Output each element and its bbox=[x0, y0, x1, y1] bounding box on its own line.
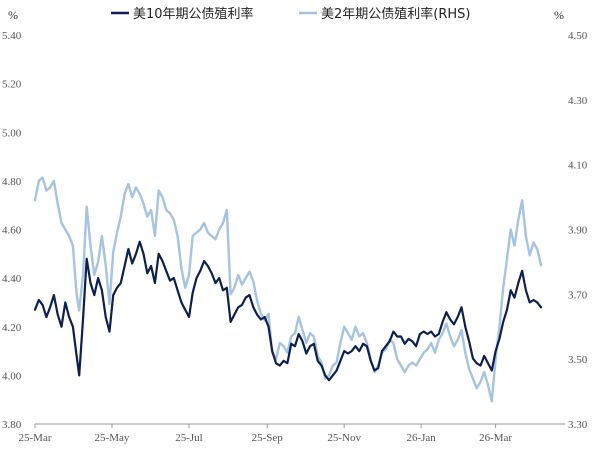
left-tick-label: 4.80 bbox=[2, 176, 22, 188]
right-tick-label: 4.50 bbox=[568, 30, 588, 42]
series-line-10y bbox=[33, 240, 543, 382]
x-tick-label: 25-Jul bbox=[175, 432, 203, 444]
right-axis-unit: % bbox=[554, 8, 564, 22]
x-tick-label: 25-Sep bbox=[252, 432, 284, 444]
x-tick-label: 26-Jan bbox=[406, 432, 436, 444]
right-tick-label: 3.90 bbox=[568, 225, 588, 237]
x-tick-label: 25-May bbox=[95, 432, 130, 444]
left-tick-label: 4.00 bbox=[2, 370, 22, 382]
right-tick-label: 3.50 bbox=[568, 354, 588, 366]
right-tick-label: 4.30 bbox=[568, 95, 588, 107]
right-tick-label: 3.70 bbox=[568, 289, 588, 301]
left-tick-label: 5.40 bbox=[2, 30, 22, 42]
x-axis-ticks: 25-Mar 25-May 25-Jul 25-Sep 25-Nov 26-Jan 26-M… bbox=[19, 424, 512, 444]
x-tick-label: 25-Mar bbox=[19, 432, 52, 444]
legend: 美10年期公债殖利率 美2年期公债殖利率(RHS) bbox=[111, 6, 470, 22]
x-tick-label: 26-Mar bbox=[479, 432, 512, 444]
left-tick-label: 5.20 bbox=[2, 79, 22, 91]
x-tick-label: 25-Nov bbox=[327, 432, 361, 444]
series-line-2y bbox=[33, 176, 543, 403]
legend-label-2y: 美2年期公债殖利率(RHS) bbox=[321, 6, 470, 22]
series-layer bbox=[33, 176, 543, 403]
left-tick-label: 4.20 bbox=[2, 322, 22, 334]
legend-label-10y: 美10年期公债殖利率 bbox=[133, 6, 254, 22]
left-axis-ticks: 5.40 5.20 5.00 4.80 4.60 4.40 4.20 4.00 3.80 bbox=[2, 30, 22, 431]
left-tick-label: 3.80 bbox=[2, 419, 22, 431]
right-tick-label: 4.10 bbox=[568, 160, 588, 172]
right-tick-label: 3.30 bbox=[568, 419, 588, 431]
left-axis-unit: % bbox=[8, 8, 18, 22]
right-axis-ticks: 4.50 4.30 4.10 3.90 3.70 3.50 3.30 bbox=[568, 30, 588, 431]
left-tick-label: 4.40 bbox=[2, 273, 22, 285]
left-tick-label: 5.00 bbox=[2, 127, 22, 139]
left-tick-label: 4.60 bbox=[2, 225, 22, 237]
